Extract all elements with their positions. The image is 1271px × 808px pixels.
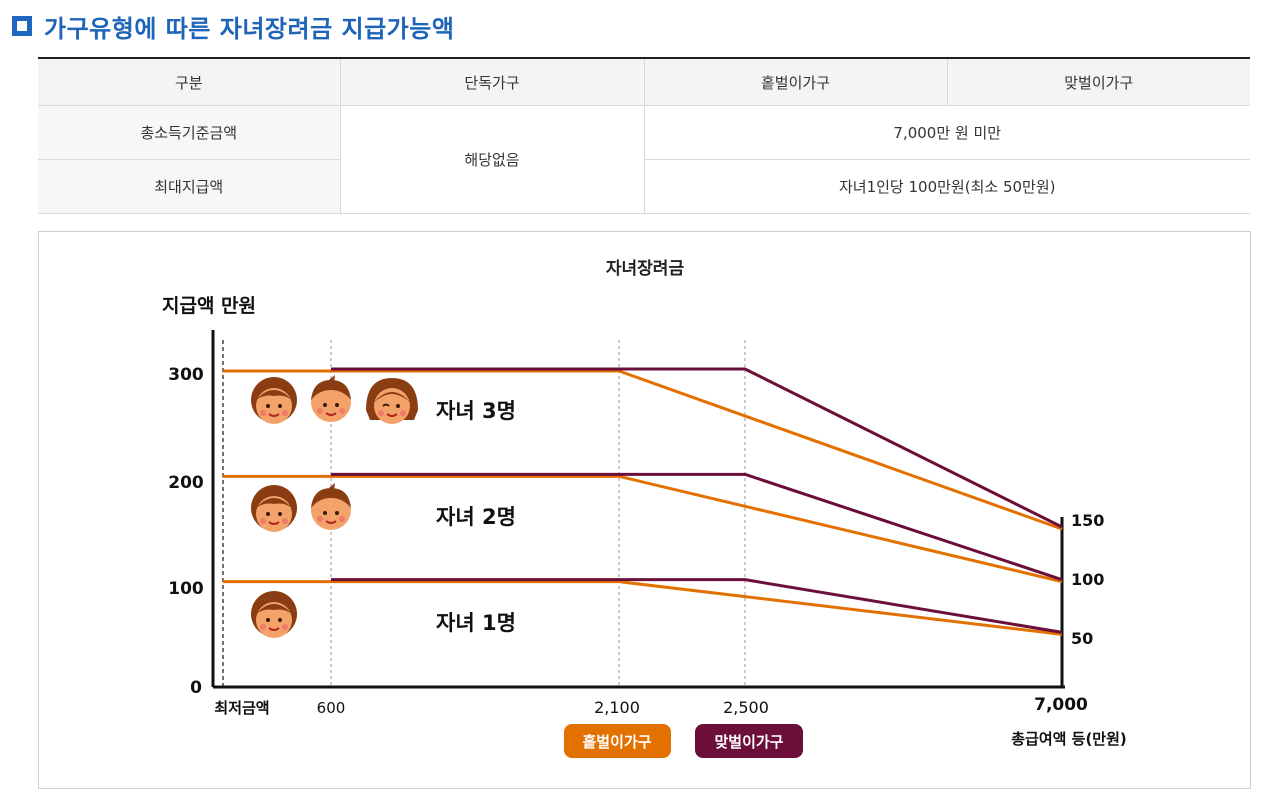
legend-item-dual-earner bbox=[695, 724, 803, 758]
children-2-group: 자녀 2명 bbox=[250, 482, 516, 533]
x-tick-label: 600 bbox=[317, 699, 346, 717]
chart-title: 자녀장려금 bbox=[606, 259, 685, 279]
child-face-icon bbox=[250, 590, 298, 639]
single-earner-line-2-children bbox=[223, 474, 1063, 584]
y-tick-label: 0 bbox=[190, 678, 202, 698]
table-header-cell: 단독가구 bbox=[340, 58, 645, 106]
child-face-icon bbox=[365, 377, 419, 425]
y-tick-label: 200 bbox=[168, 473, 204, 493]
table-header-row: 구분 단독가구 홑벌이가구 맞벌이가구 bbox=[38, 58, 1250, 106]
dual-earner-line-1-children bbox=[331, 578, 1063, 634]
eligibility-table: 구분 단독가구 홑벌이가구 맞벌이가구 총소득기준금액 해당없음 7,000만 … bbox=[38, 57, 1250, 214]
y-ticks: 300 200 100 0 bbox=[168, 365, 204, 698]
x-tick-label: 7,000 bbox=[1034, 695, 1088, 715]
child-count-label: 자녀 2명 bbox=[436, 505, 516, 529]
row-label: 최대지급액 bbox=[38, 159, 341, 214]
section-heading: 가구유형에 따른 자녀장려금 지급가능액 bbox=[12, 8, 454, 44]
right-tick-label: 150 bbox=[1071, 511, 1104, 530]
table-row: 총소득기준금액 해당없음 7,000만 원 미만 bbox=[38, 105, 1250, 214]
right-tick-label: 100 bbox=[1071, 570, 1104, 589]
right-ticks: 150 100 50 bbox=[1071, 511, 1104, 648]
child-face-icon bbox=[310, 374, 352, 423]
x-tick-label: 2,500 bbox=[723, 698, 769, 717]
single-household-cell: 해당없음 bbox=[340, 105, 645, 214]
table-cell: 7,000만 원 미만 bbox=[644, 105, 1250, 160]
child-face-icon bbox=[250, 484, 298, 533]
y-tick-label: 100 bbox=[168, 579, 204, 599]
dual-earner-line-2-children bbox=[331, 472, 1063, 582]
child-face-icon bbox=[310, 482, 352, 531]
x-axis-title: 총급여액 등(만원) bbox=[1011, 730, 1127, 748]
chart-container: 자녀장려금 지급액 만원 300 200 100 0 최저금액 600 2,10… bbox=[38, 231, 1251, 789]
x-ticks: 최저금액 600 2,100 2,500 7,000 bbox=[214, 695, 1088, 717]
table-header-cell: 홑벌이가구 bbox=[644, 58, 948, 106]
table-header-cell: 맞벌이가구 bbox=[947, 58, 1250, 106]
section-title: 가구유형에 따른 자녀장려금 지급가능액 bbox=[44, 14, 455, 43]
right-tick-label: 50 bbox=[1071, 629, 1093, 648]
single-earner-line-1-children bbox=[223, 580, 1063, 636]
y-tick-label: 300 bbox=[168, 365, 204, 385]
x-tick-label: 2,100 bbox=[594, 698, 640, 717]
single-earner-line-3-children bbox=[223, 369, 1063, 531]
row-label: 총소득기준금액 bbox=[38, 105, 341, 160]
x-tick-label: 최저금액 bbox=[214, 699, 269, 717]
legend: 홑벌이가구 맞벌이가구 bbox=[564, 724, 803, 758]
legend-item-single-earner bbox=[564, 724, 671, 758]
series-lines bbox=[223, 367, 1063, 636]
table-cell: 자녀1인당 100만원(최소 50만원) bbox=[644, 159, 1250, 214]
square-bullet-icon bbox=[12, 16, 32, 36]
y-axis-title: 지급액 만원 bbox=[162, 295, 256, 317]
chart-svg: 자녀장려금 지급액 만원 300 200 100 0 최저금액 600 2,10… bbox=[162, 259, 1127, 758]
children-3-group: 자녀 3명 bbox=[250, 374, 516, 425]
legend-label: 홑벌이가구 bbox=[582, 733, 651, 751]
dual-earner-line-3-children bbox=[331, 367, 1063, 529]
child-count-label: 자녀 1명 bbox=[436, 611, 516, 635]
child-face-icon bbox=[250, 376, 298, 425]
gridlines bbox=[222, 340, 746, 687]
table-header-cell: 구분 bbox=[38, 58, 341, 106]
table-row: 최대지급액 자녀1인당 100만원(최소 50만원) bbox=[38, 159, 1250, 214]
child-count-label: 자녀 3명 bbox=[436, 399, 516, 423]
children-1-group: 자녀 1명 bbox=[250, 590, 516, 639]
legend-label: 맞벌이가구 bbox=[714, 733, 783, 751]
